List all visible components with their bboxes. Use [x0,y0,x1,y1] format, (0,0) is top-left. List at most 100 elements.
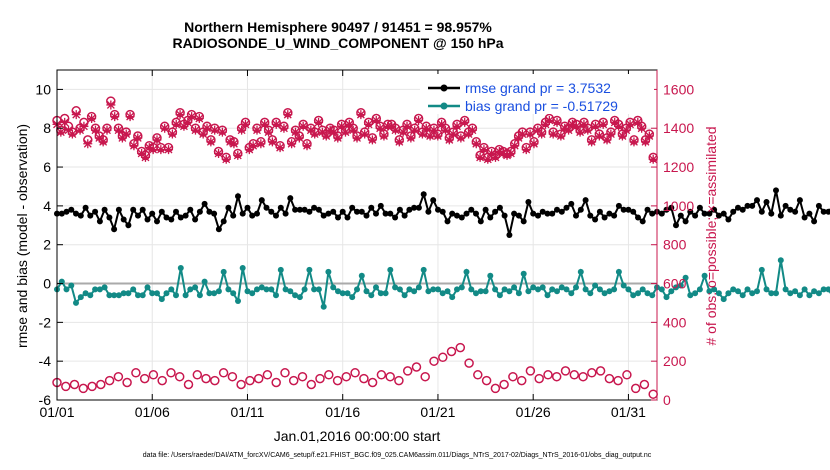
bias-point [420,266,427,273]
obs-lower-marker [359,373,369,384]
obs-assimilated-marker [517,129,527,139]
bias-point [125,290,132,297]
obs-assimilated-marker [290,127,300,137]
bias-point [558,284,565,291]
rmse-point [563,204,570,211]
obs-assimilated-marker [152,135,162,145]
obs-assimilated-marker [106,100,116,110]
bias-point [715,290,722,297]
bias-point [563,286,570,293]
bias-point [535,286,541,293]
bias-point [230,290,237,297]
obs-lower-marker [481,375,492,386]
obs-assimilated-marker [298,121,308,131]
bias-point [287,288,294,295]
bias-point [620,282,627,289]
obs-assimilated-marker [110,112,120,122]
rmse-point [330,208,337,215]
rmse-point [815,202,822,209]
rmse-point [615,202,622,209]
obs-assimilated-marker [629,137,639,147]
bias-point [687,292,694,299]
bias-point [292,292,299,299]
obs-assimilated-marker [529,139,539,149]
rmse-point [430,197,437,204]
bias-point [149,290,156,297]
obs-assimilated-marker [502,150,512,160]
bias-point [77,294,84,301]
bias-point [239,265,246,271]
rmse-point [73,210,79,217]
rmse-point [439,208,446,215]
bias-point [339,290,346,297]
rmse-point [215,226,222,233]
obs-assimilated-marker [560,123,570,133]
rmse-point [663,206,670,213]
bias-point [473,290,479,297]
rmse-point [463,210,470,217]
obs-assimilated-marker [429,125,439,135]
obs-assimilated-marker [556,131,566,141]
bias-point [668,288,675,295]
bias-point [387,266,394,273]
x-axis-label: Jan.01,2016 00:00:00 start [274,428,441,444]
rmse-point [511,210,518,217]
obs-assimilated-marker [75,125,85,135]
legend-bias-label: bias grand pr = -0.51729 [465,98,618,114]
obs-lower-marker [324,370,334,380]
obs-assimilated-marker [314,117,324,127]
rmse-point [706,210,713,217]
obs-lower-marker [604,373,615,384]
rmse-point [135,212,141,219]
bias-point [663,294,670,301]
bias-point [120,290,127,297]
obs-assimilated-marker [371,115,381,125]
rmse-point [515,212,522,219]
obs-lower-marker [630,383,641,394]
rmse-point [415,204,422,211]
rmse-point [577,206,584,213]
rmse-point [635,214,641,221]
obs-assimilated-marker [637,123,647,133]
rmse-point [158,208,165,215]
rmse-point [630,208,637,215]
bias-point [477,288,484,295]
chart-subtitle: RADIOSONDE_U_WIND_COMPONENT @ 150 hPa [172,35,503,51]
bias-point [482,288,489,295]
x-tick-label: 01/21 [420,404,455,420]
obs-assimilated-marker [344,119,354,129]
obs-lower-marker [218,368,229,378]
bias-point [177,265,184,271]
obs-assimilated-marker [90,125,100,135]
obs-assimilated-marker [525,129,535,139]
obs-assimilated-marker [244,145,254,155]
obs-assimilated-marker [79,121,89,131]
rmse-point [582,197,589,204]
y-tick-label: -2 [39,314,52,330]
bias-point [549,286,556,293]
obs-assimilated-marker [317,127,327,137]
obs-assimilated-marker [229,139,239,149]
obs-lower-marker [438,352,448,363]
rmse-point [715,212,722,219]
obs-lower-marker [534,373,544,384]
obs-assimilated-marker [267,137,277,147]
obs-assimilated-marker [387,121,397,131]
y-axis-label: rmse and bias (model - observation) [14,124,30,348]
obs-lower-marker [411,362,422,372]
rmse-point [477,218,484,225]
bias-point [187,286,194,293]
rmse-point [225,204,232,211]
bias-point [487,272,494,279]
obs-lower-marker [306,379,317,390]
obs-assimilated-marker [240,119,250,129]
obs-lower-marker [297,371,308,382]
rmse-point [335,214,341,221]
obs-assimilated-marker [310,129,320,139]
bias-point [196,292,203,299]
rmse-point [101,206,108,213]
rmse-point [658,210,665,217]
rmse-point [549,210,556,217]
bias-point [244,288,251,295]
rmse-point [777,212,784,219]
